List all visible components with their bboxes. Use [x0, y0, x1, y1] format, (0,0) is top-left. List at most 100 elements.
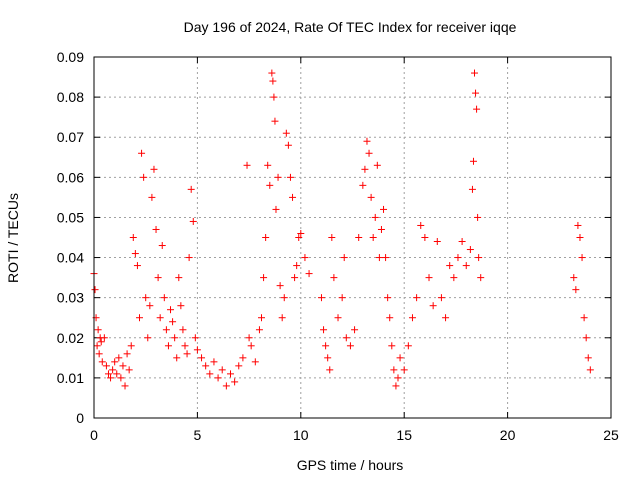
- data-point: [123, 350, 131, 358]
- data-point: [179, 326, 187, 334]
- data-point: [295, 234, 303, 241]
- data-point: [433, 238, 441, 246]
- data-point: [144, 334, 152, 342]
- data-point: [305, 270, 313, 278]
- data-point: [243, 161, 251, 169]
- data-point: [326, 366, 334, 374]
- data-point: [98, 358, 106, 366]
- data-point: [386, 314, 394, 322]
- data-point: [131, 250, 139, 258]
- data-point: [100, 334, 108, 342]
- data-point: [361, 165, 369, 173]
- data-point: [150, 165, 158, 173]
- data-point: [351, 326, 359, 334]
- data-point: [185, 254, 193, 262]
- data-point: [580, 314, 588, 322]
- data-point: [396, 354, 404, 362]
- data-point: [154, 274, 162, 282]
- y-tick-label: 0.02: [57, 330, 84, 346]
- x-tick-label: 10: [293, 427, 309, 443]
- data-point: [367, 193, 375, 201]
- data-point: [359, 181, 367, 189]
- data-point: [198, 354, 206, 362]
- data-point: [264, 161, 272, 169]
- data-point: [111, 358, 119, 366]
- data-point: [235, 362, 243, 370]
- data-point: [231, 378, 239, 386]
- data-point: [94, 326, 102, 334]
- data-point: [404, 342, 412, 350]
- data-point: [572, 286, 580, 294]
- data-point: [454, 254, 462, 262]
- data-point: [189, 217, 197, 225]
- data-point: [148, 193, 156, 201]
- data-point: [115, 354, 123, 362]
- y-tick-label: 0.03: [57, 290, 84, 306]
- data-point: [408, 314, 416, 322]
- data-point: [584, 354, 592, 362]
- data-point: [282, 129, 290, 137]
- y-tick-label: 0.05: [57, 209, 84, 225]
- data-point: [475, 254, 483, 262]
- y-tick-label: 0.07: [57, 129, 84, 145]
- data-point: [377, 225, 385, 233]
- data-point: [127, 342, 135, 350]
- data-point: [355, 234, 363, 241]
- data-point: [138, 149, 146, 157]
- data-point: [251, 358, 259, 366]
- y-tick-label: 0.09: [57, 49, 84, 65]
- data-point: [586, 366, 594, 374]
- data-point: [266, 181, 274, 189]
- x-axis-label: GPS time / hours: [297, 457, 404, 473]
- data-point: [390, 366, 398, 374]
- data-point: [158, 242, 166, 250]
- data-point: [388, 342, 396, 350]
- data-point: [164, 342, 172, 350]
- data-point: [472, 89, 480, 97]
- data-point: [187, 185, 195, 193]
- x-tick-label: 5: [194, 427, 202, 443]
- data-point: [146, 302, 154, 310]
- data-point: [91, 286, 99, 294]
- data-point: [477, 274, 485, 282]
- data-point: [578, 254, 586, 262]
- data-point: [394, 374, 402, 382]
- data-point: [270, 93, 278, 101]
- data-point: [258, 314, 266, 322]
- data-point: [247, 342, 255, 350]
- data-point: [291, 274, 299, 282]
- data-point: [468, 185, 476, 193]
- data-point: [107, 374, 115, 382]
- data-point: [328, 234, 336, 241]
- data-point: [274, 173, 282, 181]
- data-point: [330, 274, 338, 282]
- data-point: [413, 294, 421, 302]
- x-tick-label: 25: [603, 427, 619, 443]
- data-point: [297, 229, 305, 237]
- data-point: [214, 374, 222, 382]
- chart-title: Day 196 of 2024, Rate Of TEC Index for r…: [184, 19, 517, 35]
- data-point: [280, 294, 288, 302]
- data-point: [293, 262, 301, 270]
- y-tick-label: 0.06: [57, 169, 84, 185]
- data-points: [90, 69, 594, 390]
- data-point: [437, 294, 445, 302]
- data-point: [286, 173, 294, 181]
- data-point: [162, 326, 170, 334]
- x-tick-label: 0: [90, 427, 98, 443]
- data-point: [369, 234, 377, 241]
- data-point: [226, 370, 234, 378]
- data-point: [375, 254, 383, 262]
- data-point: [450, 274, 458, 282]
- data-point: [142, 294, 150, 302]
- data-point: [239, 354, 247, 362]
- data-point: [474, 213, 482, 221]
- data-point: [278, 314, 286, 322]
- data-point: [255, 326, 263, 334]
- data-point: [262, 234, 270, 241]
- data-point: [222, 382, 230, 390]
- data-point: [160, 294, 168, 302]
- data-point: [104, 370, 112, 378]
- data-point: [152, 225, 160, 233]
- data-point: [338, 294, 346, 302]
